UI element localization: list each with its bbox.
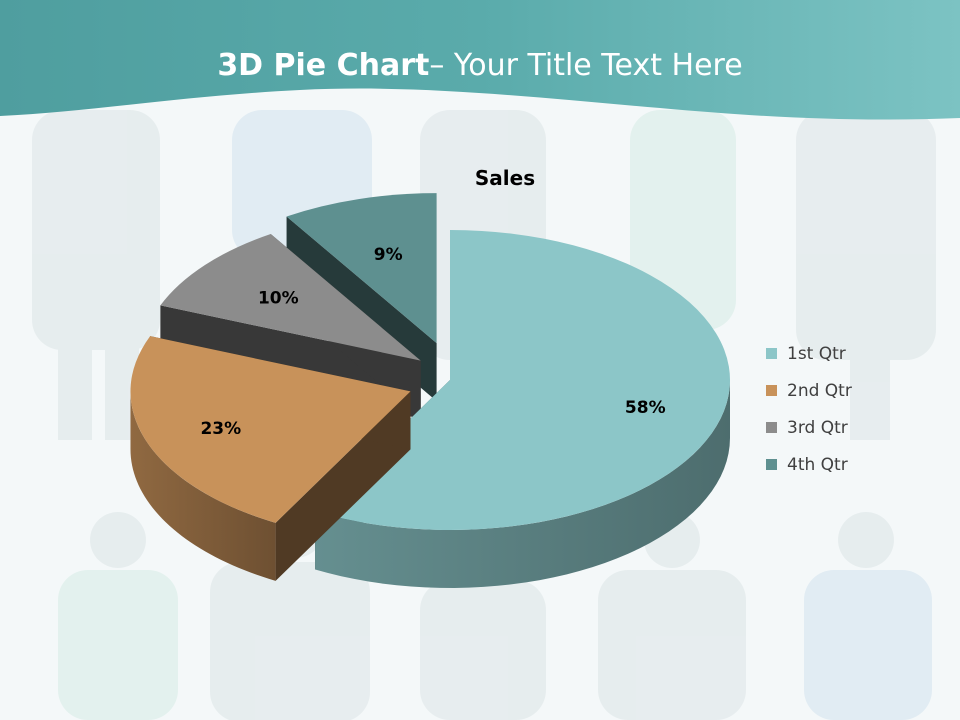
- legend-item-1: 1st Qtr: [766, 335, 852, 372]
- data-label-3: 10%: [258, 289, 299, 309]
- chart-title: Sales: [474, 166, 536, 190]
- legend-item-3: 3rd Qtr: [766, 409, 852, 446]
- legend-item-4: 4th Qtr: [766, 446, 852, 483]
- data-label-2: 23%: [200, 419, 241, 439]
- pie-slice-top: [315, 230, 731, 530]
- legend-swatch: [766, 348, 777, 359]
- legend-swatch: [766, 459, 777, 470]
- legend-item-2: 2nd Qtr: [766, 372, 852, 409]
- legend-label: 3rd Qtr: [787, 417, 848, 438]
- slide-title-bold: 3D Pie Chart: [217, 48, 430, 83]
- legend-label: 2nd Qtr: [787, 380, 852, 401]
- legend-label: 1st Qtr: [787, 343, 846, 364]
- pie-slice-top: [160, 233, 421, 361]
- legend-label: 4th Qtr: [787, 454, 848, 475]
- slide-title-rest: – Your Title Text Here: [429, 48, 743, 83]
- legend-swatch: [766, 385, 777, 396]
- pie-slice-top: [286, 193, 437, 344]
- pie-slice-wall: [315, 380, 730, 588]
- pie-slice-2: [130, 336, 411, 581]
- pie-slice-top: [130, 336, 411, 523]
- data-label-1: 58%: [625, 398, 666, 418]
- data-label-4: 9%: [374, 245, 403, 265]
- legend-swatch: [766, 422, 777, 433]
- pie-slice-wall: [130, 391, 276, 581]
- slide-title: 3D Pie Chart– Your Title Text Here: [0, 48, 960, 83]
- chart-legend: 1st Qtr 2nd Qtr 3rd Qtr 4th Qtr: [766, 335, 852, 483]
